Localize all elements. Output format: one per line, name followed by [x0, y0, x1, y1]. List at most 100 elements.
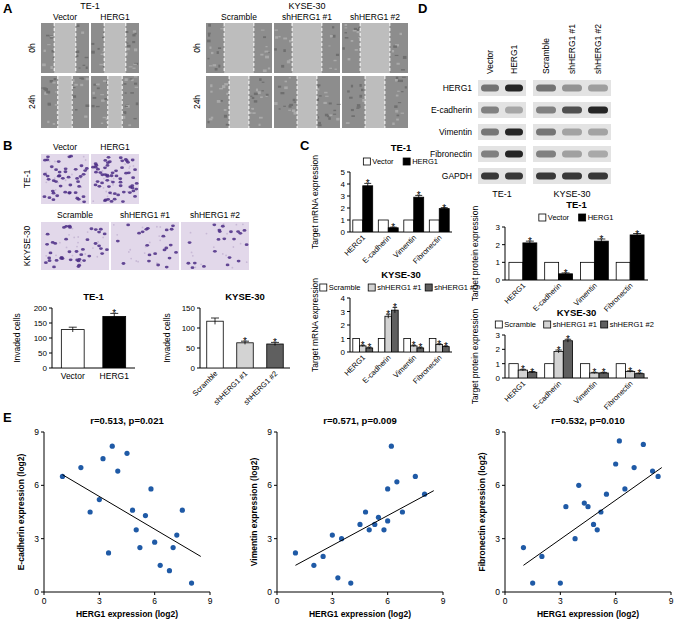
bar	[429, 220, 439, 232]
significance: *	[530, 367, 534, 378]
cell	[68, 226, 72, 229]
lane-label: shHERG1 #2	[593, 24, 603, 74]
texture	[103, 80, 106, 82]
cell	[103, 159, 107, 162]
lane-label: Scramble	[541, 38, 551, 74]
image-bg	[342, 23, 408, 73]
cell	[77, 265, 81, 268]
tick	[671, 592, 672, 595]
bar	[103, 316, 126, 368]
texture	[268, 67, 270, 69]
texture	[401, 113, 404, 114]
texture	[317, 84, 320, 86]
texture	[261, 90, 263, 91]
bar	[616, 262, 630, 280]
cell	[119, 156, 123, 159]
band	[562, 85, 582, 92]
tick-label: 6	[34, 480, 39, 490]
x-axis	[44, 592, 210, 593]
point	[174, 533, 179, 538]
point	[585, 504, 590, 509]
pore	[116, 234, 118, 236]
texture	[132, 34, 135, 36]
bar	[509, 262, 523, 280]
blot-strip	[478, 124, 526, 140]
tick	[502, 378, 505, 379]
column-label: Vector	[53, 12, 77, 22]
tick-label: 9	[34, 427, 39, 437]
texture	[130, 78, 133, 79]
cell	[188, 241, 192, 244]
tick-label: 6	[267, 480, 272, 490]
point	[110, 444, 115, 449]
y-axis	[277, 432, 278, 592]
tick-label: 2	[341, 321, 346, 330]
lane-label: shHERG1 #1	[567, 24, 577, 74]
category-label: HERG1	[100, 371, 130, 381]
texture	[96, 83, 100, 85]
texture	[42, 63, 46, 66]
pore	[72, 255, 74, 257]
band	[481, 173, 499, 180]
significance: *	[566, 334, 570, 345]
point	[521, 545, 526, 550]
point	[180, 508, 185, 513]
significance: *	[592, 367, 596, 378]
point	[130, 508, 135, 513]
wound-image	[41, 23, 89, 73]
pore	[144, 252, 146, 254]
protein-label: GAPDH	[442, 171, 472, 181]
texture	[224, 115, 227, 118]
wound-gap	[365, 76, 385, 128]
cell	[163, 249, 167, 252]
cell	[97, 185, 101, 188]
cell	[52, 266, 56, 269]
tick	[197, 328, 200, 329]
texture	[46, 35, 49, 37]
bar	[580, 364, 589, 378]
texture	[396, 77, 398, 80]
pore	[128, 251, 130, 253]
pore	[236, 224, 238, 226]
cell	[119, 184, 123, 187]
cell	[74, 191, 78, 194]
transwell-image	[41, 222, 109, 270]
column-label: shHERG1 #1	[120, 210, 170, 220]
tick-label: 0	[495, 587, 500, 597]
tick-label: 6	[613, 596, 618, 606]
texture	[394, 105, 397, 108]
cell	[67, 176, 71, 179]
scatter-chart: 03690369r=0.513, p=0.021HERG1 expression…	[16, 415, 213, 619]
tick-label: 50	[38, 349, 47, 358]
texture	[92, 105, 95, 107]
significance: *	[112, 308, 116, 319]
error-bar	[69, 327, 77, 332]
chart-title: KYSE-30	[381, 269, 421, 280]
cell	[82, 200, 86, 203]
cell	[100, 252, 104, 255]
tick-label: 0	[275, 596, 280, 606]
texture	[259, 117, 263, 119]
texture	[80, 84, 83, 86]
cell	[97, 231, 101, 234]
cell	[147, 260, 151, 263]
cell	[46, 155, 50, 158]
legend-label: shHERG1 #1	[553, 320, 597, 329]
texture	[395, 79, 398, 82]
tick-label: 0	[43, 364, 48, 373]
texture	[283, 106, 286, 107]
texture	[50, 36, 54, 39]
tick-label: 9	[208, 596, 213, 606]
cell	[243, 229, 247, 232]
cell	[82, 195, 86, 198]
pore	[200, 263, 202, 265]
row-label: 24h	[192, 95, 202, 109]
legend-label: Vector	[548, 213, 570, 222]
pore	[213, 246, 215, 248]
pore	[103, 187, 105, 189]
wound-image	[206, 23, 272, 73]
texture	[123, 116, 125, 119]
significance: *	[367, 342, 371, 353]
texture	[124, 111, 126, 114]
tick	[443, 592, 444, 595]
